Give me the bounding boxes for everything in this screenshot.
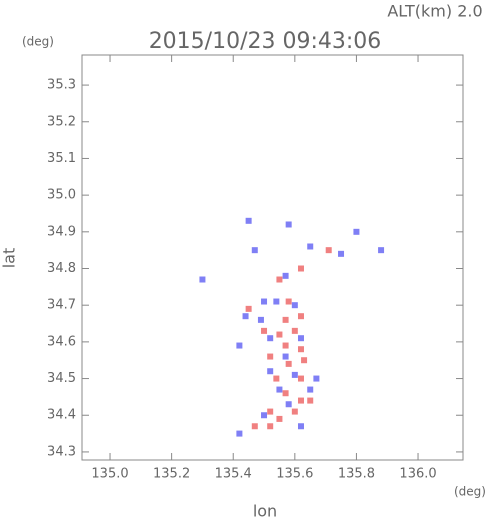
x-tick-label: 135.2 bbox=[153, 467, 190, 482]
data-cell bbox=[282, 272, 289, 279]
data-cell bbox=[378, 247, 385, 254]
y-unit: (deg) bbox=[22, 35, 54, 49]
data-cell bbox=[282, 342, 289, 349]
y-tick-label: 34.3 bbox=[47, 444, 76, 459]
x-tick-label: 135.0 bbox=[91, 467, 128, 482]
y-tick-label: 34.9 bbox=[47, 224, 76, 239]
y-tick-label: 34.5 bbox=[47, 371, 76, 386]
data-cell bbox=[297, 313, 304, 320]
data-cell bbox=[291, 371, 298, 378]
data-cell bbox=[297, 375, 304, 382]
data-cell bbox=[242, 313, 249, 320]
data-cell bbox=[245, 217, 252, 224]
y-tick-label: 34.8 bbox=[47, 261, 76, 276]
data-cell bbox=[276, 331, 283, 338]
data-cell bbox=[273, 298, 280, 305]
data-cell bbox=[307, 397, 314, 404]
data-cell bbox=[353, 228, 360, 235]
data-cell bbox=[261, 412, 268, 419]
data-cell bbox=[291, 302, 298, 309]
data-cell bbox=[267, 423, 274, 430]
data-cell bbox=[291, 408, 298, 415]
data-cell bbox=[251, 423, 258, 430]
data-cell bbox=[267, 408, 274, 415]
data-cell bbox=[282, 390, 289, 397]
x-tick-label: 135.8 bbox=[338, 467, 375, 482]
data-cell bbox=[267, 335, 274, 342]
data-cell bbox=[199, 276, 206, 283]
data-cell bbox=[297, 397, 304, 404]
data-cell bbox=[285, 298, 292, 305]
data-cell bbox=[325, 247, 332, 254]
y-tick-label: 35.0 bbox=[47, 188, 76, 203]
data-cell bbox=[301, 357, 308, 364]
data-cell bbox=[291, 327, 298, 334]
y-tick-label: 34.6 bbox=[47, 334, 76, 349]
data-cell bbox=[261, 327, 268, 334]
plot-frame bbox=[81, 54, 464, 461]
data-cell bbox=[276, 415, 283, 422]
data-cell bbox=[285, 221, 292, 228]
data-cell bbox=[282, 353, 289, 360]
y-tick-label: 35.1 bbox=[47, 151, 76, 166]
data-cell bbox=[282, 316, 289, 323]
y-axis-label: lat bbox=[0, 248, 19, 269]
altitude-label: ALT(km) 2.0 bbox=[387, 2, 482, 21]
x-tick-label: 135.4 bbox=[215, 467, 252, 482]
data-cell bbox=[338, 250, 345, 257]
data-cell bbox=[307, 386, 314, 393]
y-tick-label: 34.7 bbox=[47, 298, 76, 313]
data-cell bbox=[261, 298, 268, 305]
data-cell bbox=[236, 430, 243, 437]
data-cell bbox=[276, 276, 283, 283]
data-cell bbox=[251, 247, 258, 254]
data-cell bbox=[236, 342, 243, 349]
x-tick-label: 136.0 bbox=[399, 467, 436, 482]
data-cell bbox=[297, 346, 304, 353]
data-cell bbox=[297, 265, 304, 272]
data-cell bbox=[267, 353, 274, 360]
y-tick-label: 35.3 bbox=[47, 78, 76, 93]
data-cell bbox=[273, 375, 280, 382]
x-tick-label: 135.6 bbox=[276, 467, 313, 482]
data-cell bbox=[285, 360, 292, 367]
x-axis-label: lon bbox=[253, 502, 277, 521]
data-cell bbox=[276, 386, 283, 393]
data-cell bbox=[307, 243, 314, 250]
data-cell bbox=[245, 305, 252, 312]
data-cell bbox=[267, 368, 274, 375]
data-cell bbox=[297, 423, 304, 430]
data-cell bbox=[285, 401, 292, 408]
y-tick-label: 35.2 bbox=[47, 114, 76, 129]
data-cell bbox=[297, 335, 304, 342]
data-cell bbox=[257, 316, 264, 323]
x-unit: (deg) bbox=[454, 485, 486, 499]
data-cell bbox=[313, 375, 320, 382]
chart-title: 2015/10/23 09:43:06 bbox=[149, 29, 382, 54]
y-tick-label: 34.4 bbox=[47, 408, 76, 423]
